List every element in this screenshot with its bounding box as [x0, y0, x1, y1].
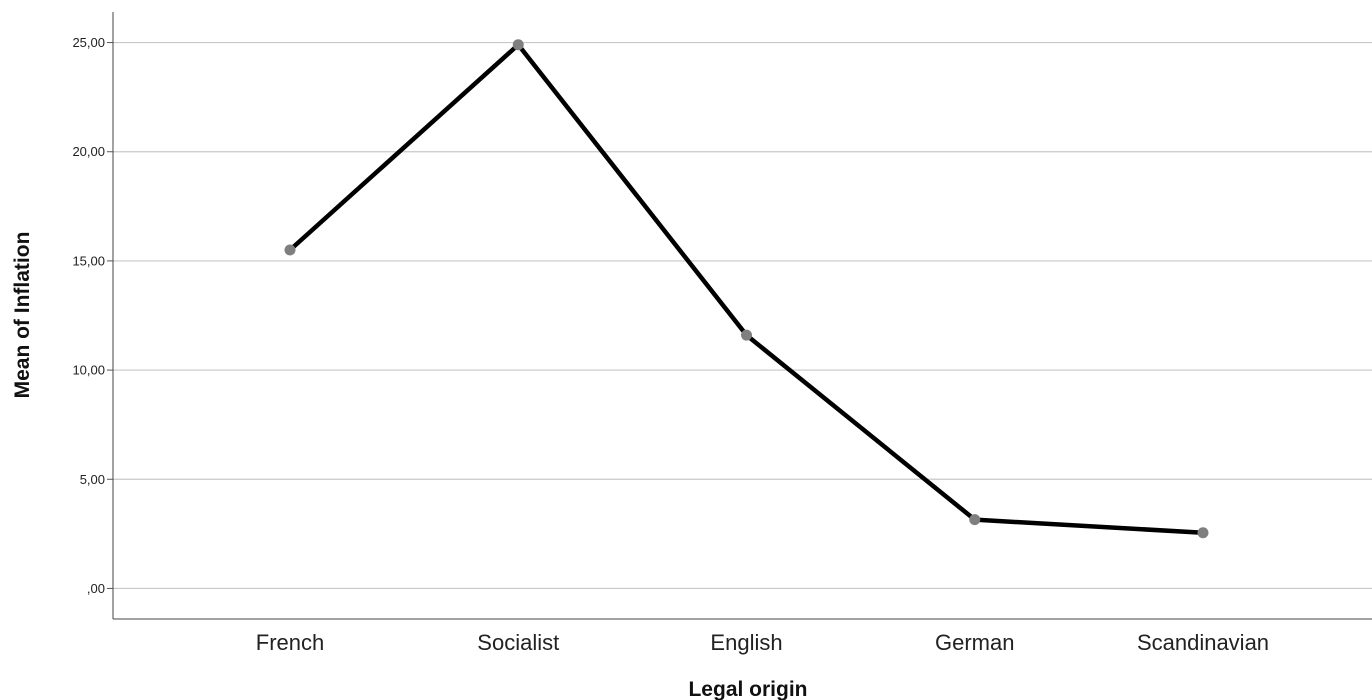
data-point-socialist — [512, 39, 524, 51]
x-tick-label: German — [935, 630, 1014, 655]
y-tick-label: 20,00 — [72, 144, 105, 159]
x-tick-label: English — [710, 630, 782, 655]
data-point-french — [284, 244, 296, 256]
x-tick-label: Scandinavian — [1137, 630, 1269, 655]
series-line-layer — [287, 42, 1206, 536]
x-tick-label: Socialist — [477, 630, 559, 655]
series-line — [287, 42, 1206, 536]
axes — [107, 12, 1372, 620]
x-axis-title: Legal origin — [688, 678, 807, 700]
y-tick-label: 25,00 — [72, 35, 105, 50]
x-tick-label: French — [256, 630, 324, 655]
y-tick-label: 15,00 — [72, 253, 105, 268]
y-tick-label: 5,00 — [80, 472, 105, 487]
gridlines — [113, 41, 1372, 590]
data-point-english — [741, 329, 752, 341]
y-tick-labels: ,00 5,00 10,00 15,00 20,00 25,00 — [72, 35, 105, 596]
y-axis-title: Mean of Inflation — [11, 232, 34, 399]
data-points — [284, 39, 1209, 539]
data-point-scandinavian — [1197, 527, 1209, 539]
y-tick-label: ,00 — [87, 581, 105, 596]
y-tick-label: 10,00 — [72, 363, 105, 378]
x-tick-labels: French Socialist English German Scandinavian — [256, 630, 1269, 655]
data-point-german — [969, 514, 981, 526]
